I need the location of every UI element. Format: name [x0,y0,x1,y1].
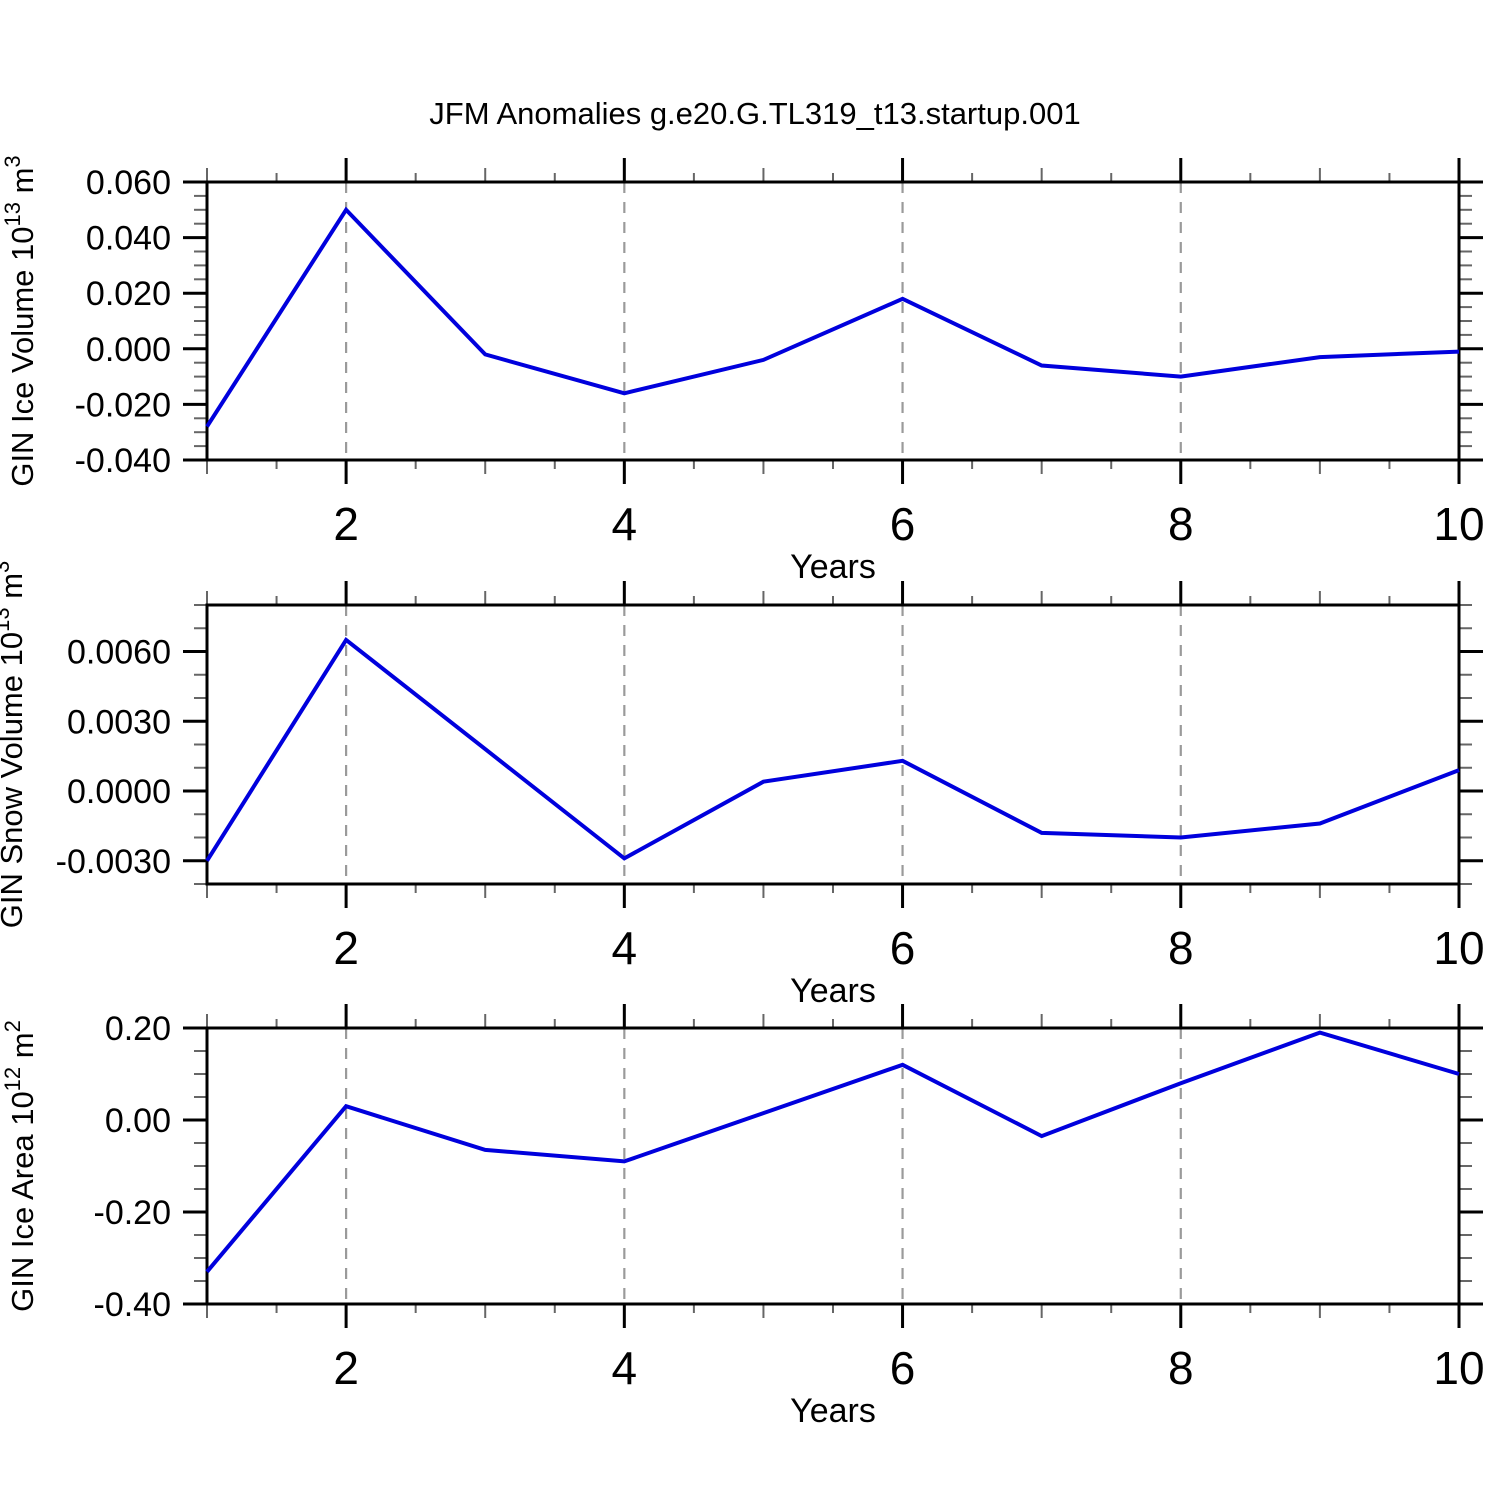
y-tick-label: -0.040 [75,442,171,480]
series-line-gin-snow-volume [205,636,1460,862]
chart-title: JFM Anomalies g.e20.G.TL319_t13.startup.… [429,96,1081,131]
y-tick-label: -0.40 [94,1286,172,1324]
x-tick-label: 4 [612,922,638,974]
x-tick-label: 2 [333,498,359,550]
subplot-gin-snow-volume: 0.0060 0.0030 0.0000 -0.0030 2 4 6 8 10 Years GIN … [0,561,1485,1010]
x-axis-title: Years [790,548,876,586]
y-tick-label: 0.040 [86,220,171,258]
plot-frame [205,603,1461,886]
series-line-gin-ice-volume [205,206,1460,428]
x-tick-label: 8 [1168,498,1194,550]
y-tick-label: -0.0030 [56,843,171,881]
superscript: 2 [0,1020,25,1032]
x-tick-label: 6 [890,498,916,550]
y-tick-label: 0.020 [86,275,171,313]
x-tick-label: 6 [890,1342,916,1394]
subplot-gin-ice-area: 0.20 0.00 -0.20 -0.40 2 4 6 8 10 Years GIN Ice Are… [0,1004,1485,1430]
superscript: 13 [0,607,14,631]
y-tick-label: -0.20 [94,1194,172,1232]
x-tick-label: 10 [1433,1342,1484,1394]
x-tick-label: 2 [333,922,359,974]
superscript: 12 [0,1067,25,1091]
superscript: 3 [0,561,14,573]
y-tick-label: 0.060 [86,164,171,202]
y-tick-label: 0.0060 [67,634,171,672]
superscript: 3 [0,155,25,167]
x-tick-label: 8 [1168,922,1194,974]
y-tick-label: 0.0030 [67,703,171,741]
y-tick-label: 0.000 [86,331,171,369]
x-axis-title: Years [790,1392,876,1430]
series-line-gin-ice-area [205,1030,1460,1274]
plot-frame [205,180,1461,462]
x-tick-label: 2 [333,1342,359,1394]
y-tick-label: -0.020 [75,386,171,424]
x-tick-label: 8 [1168,1342,1194,1394]
y-axis-title: GIN Snow Volume 1013 m3 [0,561,29,929]
x-axis-title: Years [790,972,876,1010]
y-tick-label: 0.0000 [67,773,171,811]
superscript: 13 [0,202,25,226]
y-tick-label: 0.20 [105,1010,171,1048]
x-tick-label: 10 [1433,922,1484,974]
y-axis-title: GIN Ice Volume 1013 m3 [0,155,40,486]
x-tick-label: 10 [1433,498,1484,550]
y-axis-title: GIN Ice Area 1012 m2 [0,1020,40,1312]
x-tick-label: 6 [890,922,916,974]
subplot-gin-ice-volume: 0.060 0.040 0.020 0.000 -0.020 -0.040 2 4 6 8 10 Ye… [0,155,1485,586]
x-tick-label: 4 [612,1342,638,1394]
y-tick-label: 0.00 [105,1102,171,1140]
plot-frame [205,1026,1461,1306]
x-tick-label: 4 [612,498,638,550]
